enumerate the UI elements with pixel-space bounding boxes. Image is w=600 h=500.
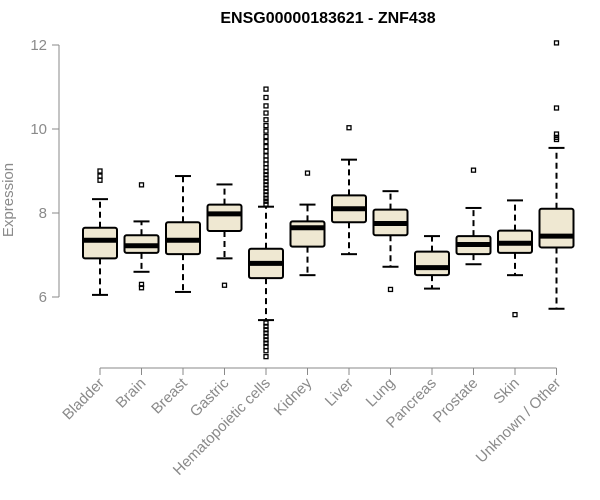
- outlier-point: [138, 182, 145, 188]
- outlier-point: [263, 198, 269, 204]
- box-group: [289, 170, 326, 277]
- box-group: [414, 235, 450, 290]
- x-tick-label: Skin: [490, 375, 523, 408]
- box-group: [455, 167, 492, 266]
- outlier-point: [263, 138, 269, 145]
- x-tick-label: Bladder: [59, 375, 108, 424]
- outlier-point: [553, 40, 560, 46]
- x-tick-label: Breast: [148, 374, 191, 417]
- outlier-point: [346, 125, 352, 131]
- outlier-point: [263, 103, 269, 109]
- plot-area: [82, 40, 575, 360]
- outlier-point: [263, 94, 269, 101]
- y-tick-label: 6: [39, 289, 47, 306]
- box: [289, 220, 326, 248]
- x-tick-label: Liver: [322, 375, 357, 410]
- x-tick-label: Kidney: [271, 374, 316, 419]
- outlier-point: [221, 282, 228, 288]
- y-tick-label: 8: [39, 205, 47, 222]
- box-group: [82, 168, 118, 296]
- y-axis-label: Expression: [0, 163, 17, 237]
- y-tick-label: 12: [30, 37, 47, 54]
- box-group: [123, 182, 160, 291]
- outlier-point: [138, 285, 145, 291]
- outlier-point: [470, 167, 477, 173]
- x-tick-label: Lung: [363, 375, 399, 411]
- outlier-point: [263, 353, 269, 360]
- box: [414, 250, 450, 277]
- outlier-point: [263, 153, 269, 159]
- box: [538, 207, 575, 249]
- outlier-point: [263, 110, 269, 116]
- outlier-point: [263, 343, 269, 350]
- outlier-point: [263, 128, 269, 134]
- outlier-point: [263, 148, 269, 154]
- y-axis: 6 8 10 12: [30, 37, 60, 306]
- outlier-point: [97, 173, 103, 179]
- box-group: [248, 86, 284, 360]
- outlier-point: [512, 311, 518, 318]
- x-tick-label: Prostate: [430, 375, 482, 427]
- outlier-point: [263, 143, 269, 150]
- outlier-point: [97, 168, 103, 174]
- x-tick-label: Brain: [113, 375, 150, 412]
- outlier-point: [304, 170, 311, 176]
- box-group: [372, 190, 409, 293]
- outlier-point: [553, 105, 560, 111]
- outlier-point: [263, 86, 269, 92]
- outlier-point: [263, 201, 269, 207]
- box-group: [331, 125, 367, 256]
- outlier-point: [263, 133, 269, 140]
- outlier-point: [263, 348, 269, 354]
- box-group: [165, 175, 201, 293]
- outlier-point: [263, 117, 269, 123]
- chart-title: ENSG00000183621 - ZNF438: [220, 10, 435, 27]
- outlier-point: [553, 136, 560, 143]
- outlier-point: [387, 286, 394, 293]
- y-tick-label: 10: [30, 121, 47, 138]
- outlier-point: [263, 122, 269, 129]
- outlier-point: [97, 177, 103, 183]
- box: [206, 203, 243, 233]
- box: [82, 226, 118, 260]
- box-group: [497, 199, 533, 318]
- box-group: [206, 183, 243, 288]
- box-group: [538, 40, 575, 310]
- outlier-point: [263, 195, 269, 201]
